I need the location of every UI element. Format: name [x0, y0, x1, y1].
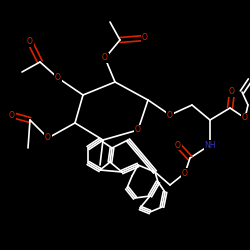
Text: O: O	[142, 34, 148, 42]
Text: O: O	[175, 140, 181, 149]
Text: O: O	[242, 114, 248, 122]
Text: O: O	[167, 110, 173, 120]
Text: O: O	[182, 168, 188, 177]
Text: O: O	[45, 134, 51, 142]
Text: NH: NH	[204, 140, 216, 149]
Text: O: O	[229, 88, 235, 96]
Text: O: O	[27, 38, 33, 46]
Text: O: O	[9, 110, 15, 120]
Text: O: O	[55, 74, 61, 82]
Text: O: O	[102, 54, 108, 62]
Text: O: O	[135, 126, 141, 134]
